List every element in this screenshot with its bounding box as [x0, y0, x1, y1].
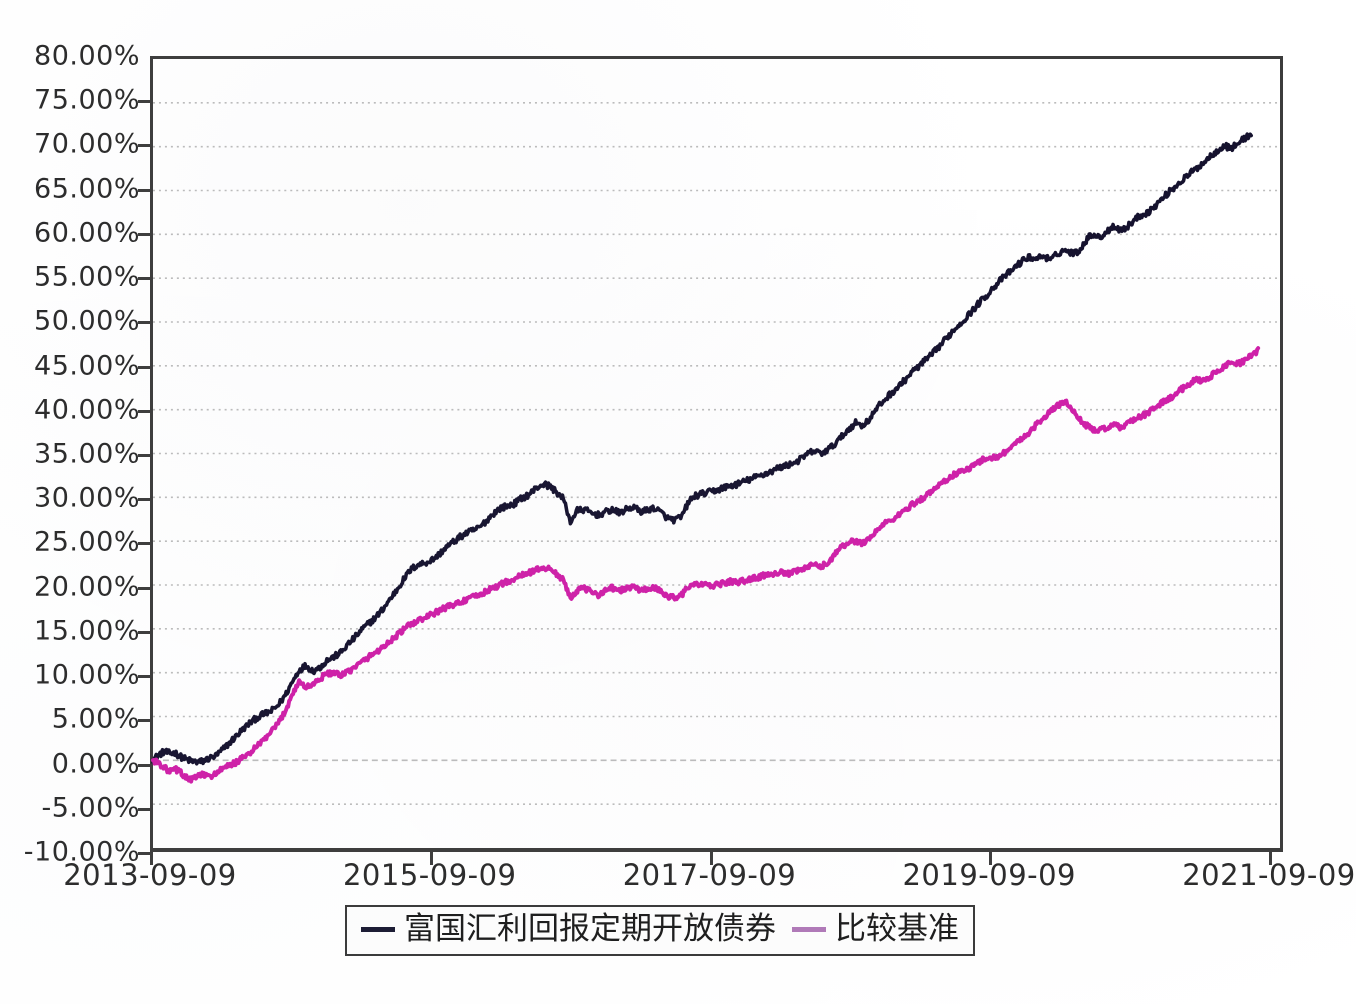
data-series-layer	[151, 132, 1261, 784]
y-axis-tick-label: -10.00%	[23, 836, 140, 868]
y-axis-tick-label: 10.00%	[34, 659, 140, 691]
y-axis-tick-label: 80.00%	[34, 40, 140, 72]
x-axis-tick-label: 2015-09-09	[342, 858, 517, 892]
legend-entry-benchmark[interactable]: 比较基准	[792, 913, 959, 946]
y-axis-tick-label: 35.00%	[34, 438, 140, 470]
y-axis-tick-label: -5.00%	[41, 792, 140, 824]
y-axis-tick-label: 25.00%	[34, 526, 140, 558]
y-axis-tick-label: 20.00%	[34, 571, 140, 603]
y-axis-tick-mark	[138, 719, 150, 723]
chart-legend: 富国汇利回报定期开放债券 比较基准	[345, 905, 975, 956]
x-axis-tick-label: 2013-09-09	[63, 858, 237, 892]
y-axis-tick-label: 50.00%	[34, 305, 140, 337]
y-axis-tick-mark	[138, 232, 150, 236]
legend-label-fund: 富国汇利回报定期开放债券	[404, 911, 776, 947]
x-axis-tick-label: 2017-09-09	[622, 858, 797, 892]
y-axis-tick-label: 0.00%	[51, 748, 140, 780]
y-axis-tick-label: 60.00%	[34, 217, 140, 249]
y-axis-tick-mark	[138, 100, 150, 104]
legend-line-swatch-benchmark	[792, 926, 826, 932]
y-axis-tick-label: 30.00%	[34, 482, 140, 514]
legend-line-swatch-fund	[361, 926, 395, 932]
y-axis-tick-mark	[138, 498, 150, 502]
y-axis-tick-mark	[138, 454, 150, 457]
y-axis-tick-label: 55.00%	[34, 261, 140, 293]
y-axis-tick-mark	[138, 852, 150, 855]
plot-area	[150, 56, 1283, 852]
y-axis-tick-mark	[138, 277, 150, 281]
gridlines	[153, 102, 1280, 805]
legend-label-benchmark: 比较基准	[835, 911, 959, 947]
series-line-fund	[151, 132, 1253, 766]
y-axis-tick-mark	[138, 144, 150, 148]
y-axis-tick-mark	[138, 675, 150, 679]
y-axis-tick-label: 15.00%	[34, 615, 140, 647]
y-axis-tick-mark	[138, 586, 150, 590]
y-axis-tick-label: 40.00%	[34, 394, 140, 426]
y-axis-tick-mark	[138, 188, 150, 192]
x-axis-tick-mark	[1269, 852, 1272, 865]
y-axis-tick-mark	[138, 365, 150, 369]
y-axis-tick-label: 65.00%	[34, 173, 140, 205]
y-axis-tick-label: 75.00%	[34, 84, 140, 116]
y-axis-tick-mark	[138, 542, 150, 546]
y-axis-tick-label: 5.00%	[51, 703, 140, 735]
y-axis-tick-mark	[138, 763, 150, 767]
y-axis-tick-label: 45.00%	[34, 350, 140, 382]
y-axis-tick-mark	[138, 630, 150, 634]
y-axis-tick-mark	[138, 807, 150, 811]
y-axis-tick-mark	[138, 321, 150, 325]
x-axis-tick-mark	[709, 852, 713, 865]
x-axis-tick-label: 2019-09-09	[902, 858, 1077, 892]
series-line-benchmark	[151, 346, 1261, 784]
x-axis-tick-mark	[150, 852, 153, 865]
y-axis-tick-label: 70.00%	[34, 128, 140, 160]
x-axis-tick-mark	[429, 852, 433, 865]
x-axis-tick-label: 2021-09-09	[1182, 858, 1356, 892]
legend-entry-fund[interactable]: 富国汇利回报定期开放债券	[361, 913, 776, 946]
y-axis-tick-mark	[138, 409, 150, 413]
x-axis-tick-mark	[989, 852, 993, 865]
